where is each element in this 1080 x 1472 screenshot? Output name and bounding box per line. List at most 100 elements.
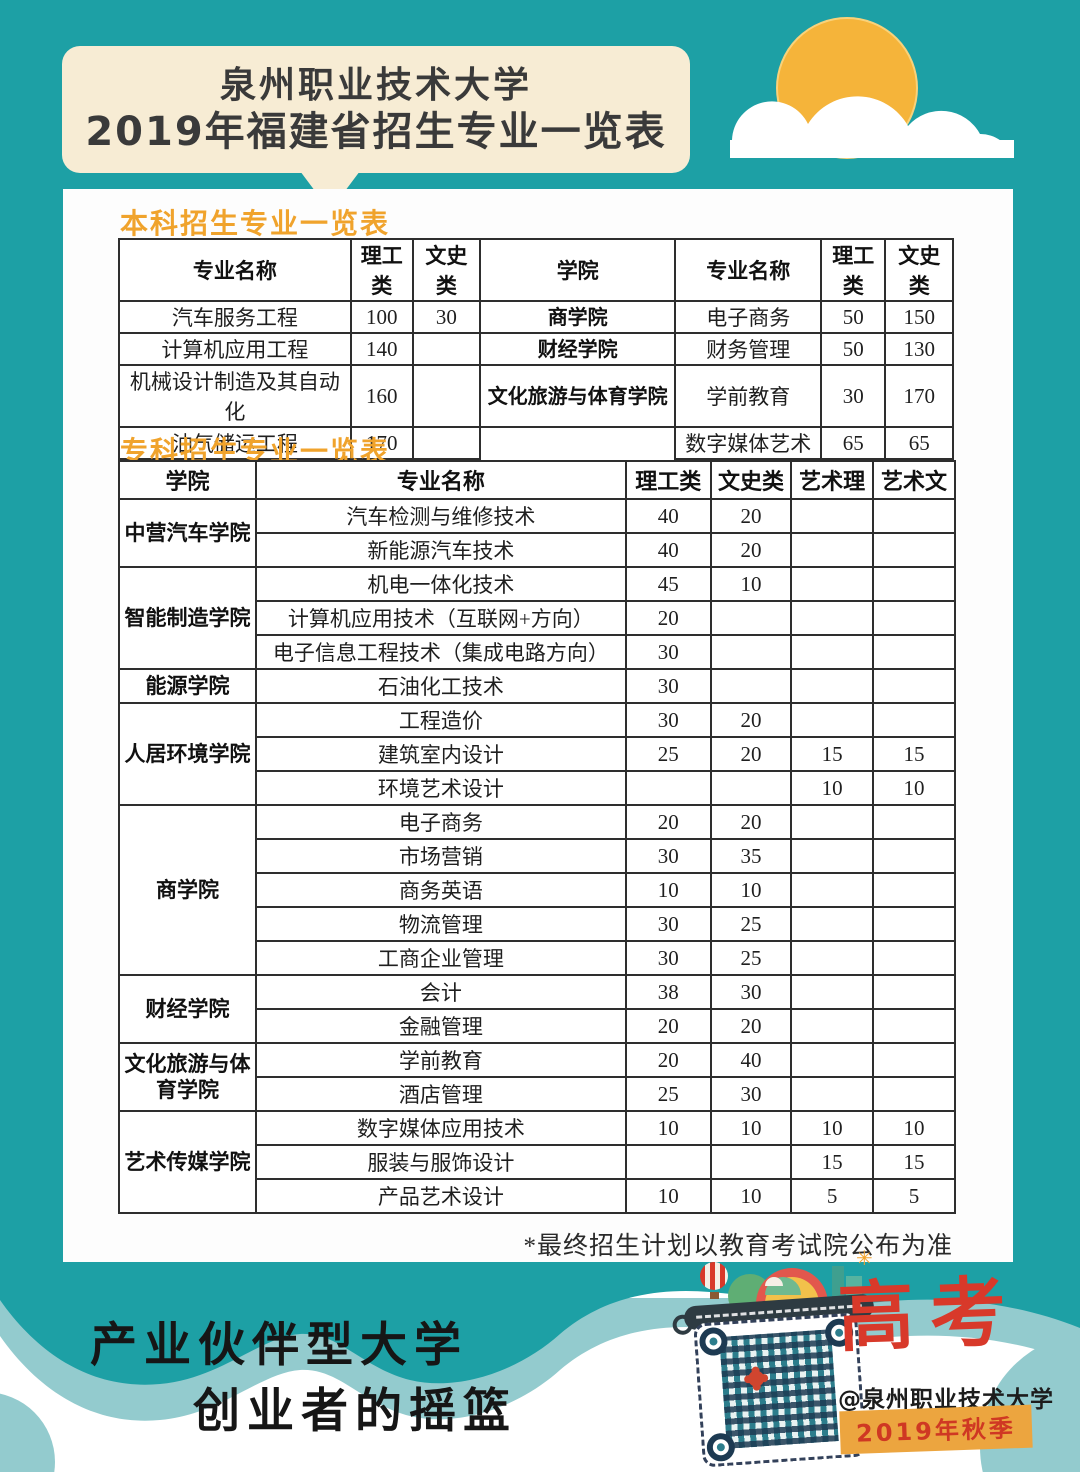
major-cell: 市场营销 [255, 838, 627, 874]
major-cell: 油气储运工程 [118, 426, 352, 460]
quota-cell: 10 [624, 1110, 712, 1146]
quota-cell: 20 [709, 804, 793, 840]
column-header: 理工类 [820, 238, 887, 302]
major-cell: 物流管理 [255, 906, 627, 942]
quota-cell: 20 [709, 532, 793, 568]
quota-cell: 40 [624, 498, 712, 534]
college-cell: 文化旅游与体育学院 [479, 364, 677, 428]
table-row: 产品艺术设计 10 10 5 5 [119, 1178, 956, 1214]
major-cell: 建筑室内设计 [255, 736, 627, 772]
quota-cell: 10 [709, 1178, 793, 1214]
quota-cell: 30 [624, 668, 712, 704]
quota-cell [790, 566, 875, 602]
table-row: 油气储运工程170艺术传媒学院数字媒体艺术6565 [118, 426, 954, 522]
major-cell: 金融管理 [255, 1008, 627, 1044]
table-row: 酒店管理 25 30 [119, 1076, 956, 1112]
quota-cell [872, 1008, 956, 1044]
quota-cell [790, 600, 875, 636]
table-row: 能源学院 石油化工技术 30 [117, 668, 956, 704]
quota-cell: 50 [820, 300, 887, 334]
major-cell: 电子信息工程技术（集成电路方向） [255, 634, 627, 670]
major-cell: 产品艺术设计 [255, 1178, 627, 1214]
quota-cell [411, 426, 482, 460]
quota-cell: 130 [884, 332, 954, 366]
column-header: 理工类 [349, 238, 414, 302]
quota-cell: 20 [624, 1042, 712, 1078]
season-badge: 2019年秋季 [839, 1404, 1033, 1455]
quota-cell: 5 [872, 1178, 956, 1214]
quota-cell: 30 [624, 634, 712, 670]
quota-cell [790, 1008, 875, 1044]
quota-cell [790, 872, 875, 908]
quota-cell [790, 804, 875, 840]
quota-cell: 65 [820, 426, 887, 460]
quota-cell: 25 [709, 940, 793, 976]
quota-cell: 20 [624, 1008, 712, 1044]
quota-cell [872, 668, 956, 704]
quota-cell [872, 906, 956, 942]
table-row: 财经学院 会计 38 30 [117, 974, 956, 1044]
quota-cell [790, 634, 875, 670]
college-cell: 智能制造学院 [117, 566, 258, 670]
table-header-row: 学院 专业名称 理工类 文史类 艺术理 艺术文 [117, 460, 956, 500]
quota-cell [709, 634, 793, 670]
major-cell: 汽车服务工程 [118, 300, 352, 334]
quota-cell: 100 [349, 300, 414, 334]
quota-cell [790, 532, 875, 568]
quota-cell: 10 [790, 770, 875, 806]
quota-cell: 15 [790, 736, 875, 772]
quota-cell: 20 [624, 600, 712, 636]
college-cell: 艺术传媒学院 [117, 1110, 258, 1214]
column-header: 学院 [479, 238, 677, 302]
sun-cloud-decoration [730, 17, 1014, 159]
quota-cell: 20 [709, 702, 793, 738]
quota-cell [872, 600, 956, 636]
poster-title-line2: 2019年福建省招生专业一览表 [85, 109, 667, 155]
column-header: 理工类 [624, 460, 712, 500]
quota-cell [790, 940, 875, 976]
quota-cell: 30 [709, 1076, 793, 1112]
quota-cell [709, 770, 793, 806]
major-cell: 数字媒体艺术 [674, 426, 823, 460]
table-row: 文化旅游与体育学院 学前教育 20 40 [117, 1042, 956, 1112]
major-cell: 电子商务 [674, 300, 823, 334]
gaokao-calligraphy: 高考 [836, 1270, 1024, 1362]
qr-modules [719, 1329, 839, 1449]
quota-cell [790, 702, 875, 738]
major-cell: 学前教育 [255, 1042, 627, 1078]
table-row: 艺术传媒学院 数字媒体应用技术 10 10 10 10 [117, 1110, 956, 1214]
column-header: 艺术理 [790, 460, 875, 500]
quota-cell [872, 634, 956, 670]
quota-cell [872, 1042, 956, 1078]
quota-cell [709, 1144, 793, 1180]
quota-cell [411, 364, 482, 428]
quota-cell: 140 [349, 332, 414, 366]
quota-cell [872, 1076, 956, 1112]
quota-cell: 30 [820, 364, 887, 428]
quota-cell: 35 [709, 838, 793, 874]
quota-cell [872, 974, 956, 1010]
quota-cell: 15 [872, 736, 956, 772]
college-cell: 人居环境学院 [117, 702, 258, 806]
column-header: 学院 [117, 460, 258, 500]
table-row: 商学院 电子商务 20 20 [117, 804, 956, 976]
title-banner: 泉州职业技术大学 2019年福建省招生专业一览表 [62, 46, 690, 173]
table-row: 计算机应用工程 140 财经学院 财务管理 50 130 [118, 332, 954, 366]
table-row: 环境艺术设计 10 10 [119, 770, 956, 806]
table-row: 计算机应用技术（互联网+方向） 20 [119, 600, 956, 636]
quota-cell [872, 702, 956, 738]
quota-cell: 170 [349, 426, 414, 460]
table-row: 中营汽车学院 汽车检测与维修技术 40 20 [117, 498, 956, 568]
quota-cell: 30 [624, 906, 712, 942]
college-cell: 商学院 [479, 300, 677, 334]
quota-cell [624, 1144, 712, 1180]
quota-cell: 160 [349, 364, 414, 428]
table-row: 智能制造学院 机电一体化技术 45 10 [117, 566, 956, 670]
table-row: 市场营销 30 35 [119, 838, 956, 874]
quota-cell [411, 332, 482, 366]
quota-cell [872, 532, 956, 568]
major-cell: 工商企业管理 [255, 940, 627, 976]
quota-cell: 30 [624, 702, 712, 738]
major-cell: 汽车检测与维修技术 [255, 498, 627, 534]
quota-cell [790, 668, 875, 704]
